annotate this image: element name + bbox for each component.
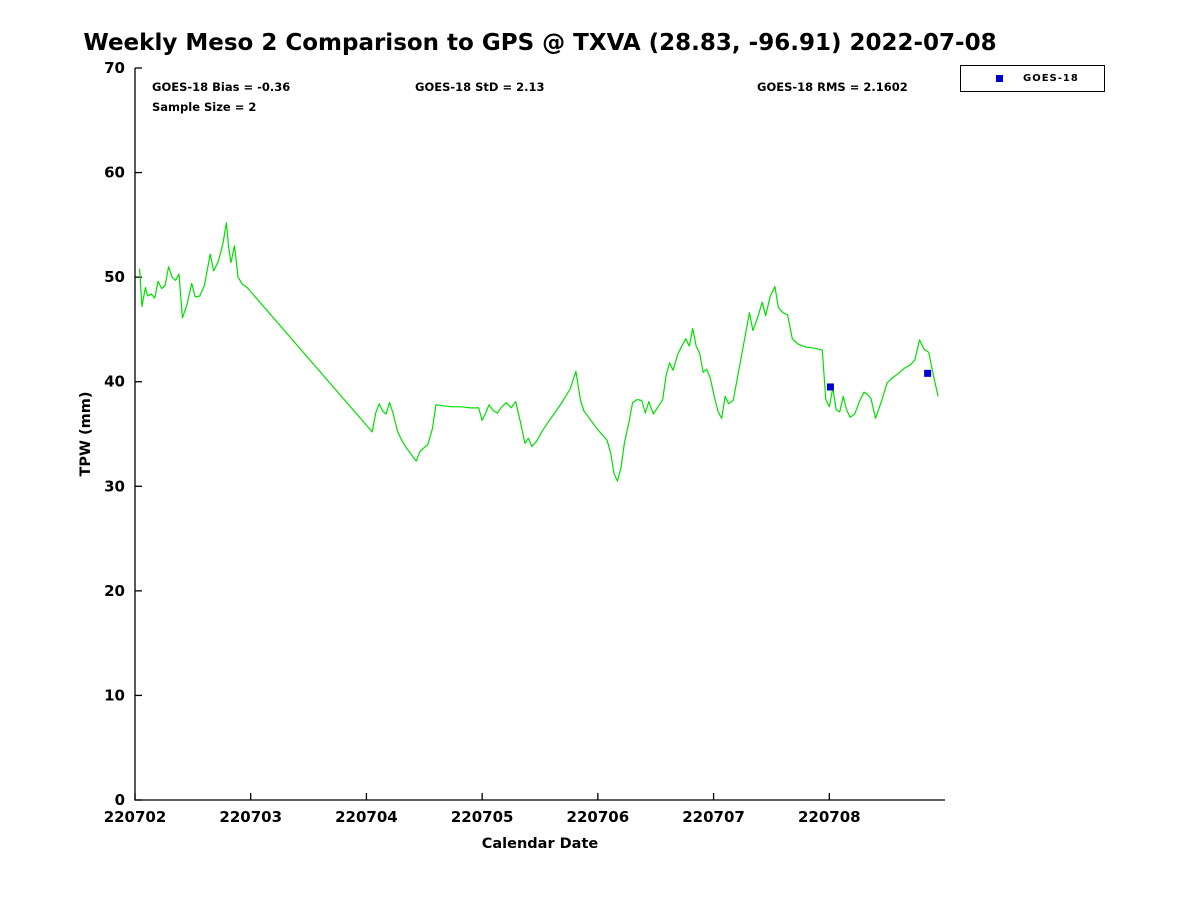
x-tick-label: 220702 (104, 808, 167, 826)
x-tick-label: 220707 (682, 808, 745, 826)
y-tick-label: 40 (104, 373, 125, 391)
y-axis-label: TPW (mm) (78, 391, 94, 476)
chart-title: Weekly Meso 2 Comparison to GPS @ TXVA (… (83, 30, 997, 56)
x-tick-label: 220703 (219, 808, 282, 826)
stat-std: GOES-18 StD = 2.13 (415, 80, 545, 94)
y-tick-label: 0 (115, 791, 125, 809)
legend: GOES-18 (960, 65, 1105, 92)
x-tick-label: 220706 (567, 808, 630, 826)
series-line (139, 222, 939, 482)
x-tick-label: 220708 (798, 808, 861, 826)
legend-marker-icon (996, 75, 1003, 82)
y-tick-label: 50 (104, 268, 125, 286)
y-tick-label: 70 (104, 59, 125, 77)
stat-rms: GOES-18 RMS = 2.1602 (757, 80, 908, 94)
stat-bias: GOES-18 Bias = -0.36 (152, 80, 291, 94)
y-tick-label: 10 (104, 686, 125, 704)
y-tick-label: 20 (104, 582, 125, 600)
stat-sample: Sample Size = 2 (152, 100, 257, 114)
goes18-marker (826, 383, 834, 391)
y-tick-label: 60 (104, 164, 125, 182)
goes18-marker (924, 369, 932, 377)
y-tick-label: 30 (104, 477, 125, 495)
legend-label: GOES-18 (1023, 73, 1079, 84)
x-tick-label: 220705 (451, 808, 514, 826)
x-axis-label: Calendar Date (482, 836, 599, 852)
x-tick-label: 220704 (335, 808, 398, 826)
